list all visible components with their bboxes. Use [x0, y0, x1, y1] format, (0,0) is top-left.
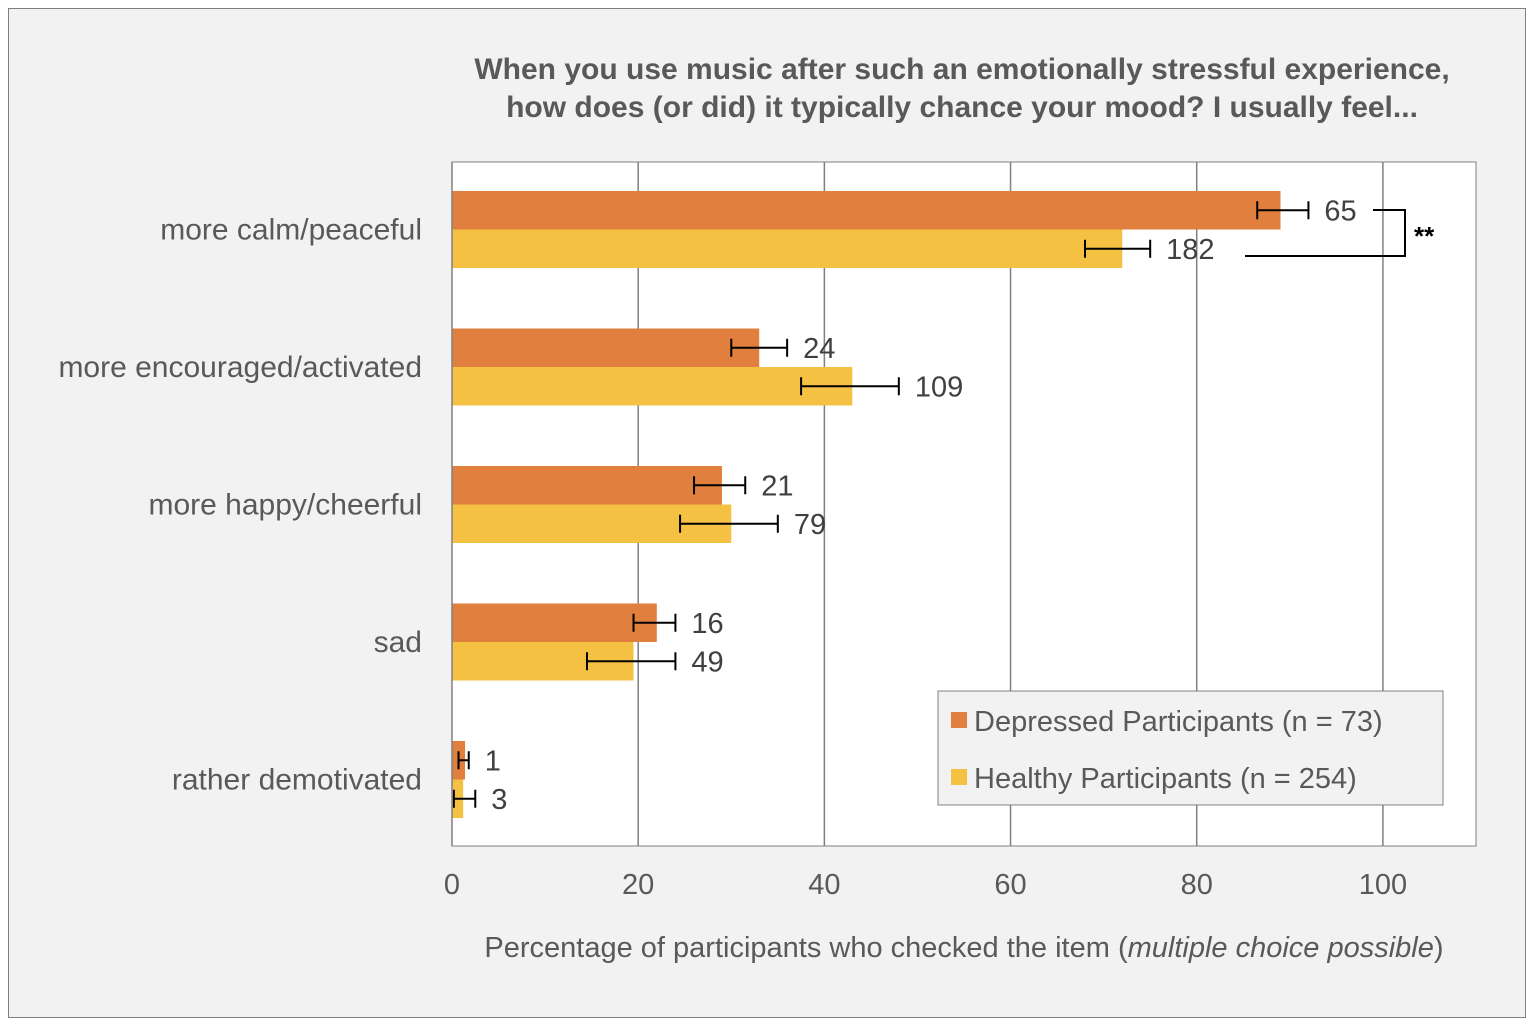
category-label-sad: sad	[374, 626, 422, 659]
bar-depressed-sad	[452, 603, 657, 642]
x-tick-label-80: 80	[1181, 869, 1213, 901]
significance-bracket: **	[1245, 209, 1435, 257]
error-bar-healthy-more-encouraged-activated	[800, 377, 900, 396]
data-label-depressed-more-encouraged-activated: 24	[803, 333, 835, 365]
x-tick-label-20: 20	[622, 869, 654, 901]
error-bar-depressed-sad	[632, 613, 677, 632]
x-tick-labels: 0 20 40 60 80 100	[444, 869, 1407, 901]
x-tick-label-60: 60	[994, 869, 1026, 901]
error-bar-healthy-more-calm-peaceful	[1084, 239, 1152, 258]
bar-depressed-more-encouraged-activated	[452, 328, 760, 367]
legend-label-depressed: Depressed Participants (n = 73)	[974, 706, 1383, 738]
error-bars	[452, 201, 1310, 808]
x-tick-label-100: 100	[1359, 869, 1407, 901]
legend-swatch-healthy	[951, 769, 967, 785]
chart-title-line-2: how does (or did) it typically chance yo…	[506, 91, 1418, 124]
category-label-more-encouraged-activated: more encouraged/activated	[58, 351, 422, 384]
legend-label-healthy: Healthy Participants (n = 254)	[974, 763, 1357, 795]
error-bar-healthy-rather-demotivated	[452, 789, 477, 808]
legend-swatch-depressed	[951, 712, 967, 728]
bar-depressed-more-happy-cheerful	[452, 466, 722, 505]
category-label-more-calm-peaceful: more calm/peaceful	[160, 214, 422, 247]
error-bar-depressed-more-encouraged-activated	[730, 338, 789, 357]
data-label-healthy-rather-demotivated: 3	[491, 784, 507, 816]
x-tick-label-0: 0	[444, 869, 460, 901]
chart-title-line-1: When you use music after such an emotion…	[474, 53, 1449, 86]
data-label-healthy-more-encouraged-activated: 109	[915, 371, 963, 403]
x-axis-label-part-1: Percentage of participants who checked t…	[484, 932, 1128, 964]
error-bar-depressed-more-happy-cheerful	[693, 476, 747, 495]
category-labels: more calm/peaceful more encouraged/activa…	[58, 214, 422, 797]
data-label-healthy-more-calm-peaceful: 182	[1166, 234, 1214, 266]
category-label-more-happy-cheerful: more happy/cheerful	[149, 489, 423, 522]
data-label-healthy-more-happy-cheerful: 79	[794, 509, 826, 541]
data-label-depressed-sad: 16	[691, 608, 723, 640]
error-bar-depressed-more-calm-peaceful	[1256, 201, 1310, 220]
data-label-depressed-rather-demotivated: 1	[485, 745, 501, 777]
data-label-healthy-sad: 49	[691, 646, 723, 678]
legend-box	[937, 690, 1444, 806]
data-label-depressed-more-calm-peaceful: 65	[1324, 195, 1356, 227]
error-bar-healthy-sad	[585, 652, 677, 671]
error-bar-healthy-more-happy-cheerful	[679, 514, 779, 533]
error-bar-depressed-rather-demotivated	[457, 751, 470, 770]
data-label-depressed-more-happy-cheerful: 21	[761, 470, 793, 502]
significance-marker: **	[1414, 221, 1435, 251]
x-tick-label-40: 40	[808, 869, 840, 901]
legend: Depressed Participants (n = 73) Healthy …	[937, 690, 1444, 806]
bar-healthy-more-encouraged-activated	[452, 367, 853, 406]
bar-healthy-more-calm-peaceful	[452, 229, 1123, 268]
x-axis-label-part-3: )	[1434, 932, 1444, 964]
category-label-rather-demotivated: rather demotivated	[172, 764, 422, 797]
bar-depressed-more-calm-peaceful	[452, 191, 1281, 230]
x-axis-label: Percentage of participants who checked t…	[484, 932, 1443, 964]
significance-bracket-line	[1245, 209, 1406, 257]
x-axis-label-italic: multiple choice possible	[1128, 932, 1434, 964]
bars	[452, 191, 1281, 818]
chart-title: When you use music after such an emotion…	[474, 53, 1449, 124]
